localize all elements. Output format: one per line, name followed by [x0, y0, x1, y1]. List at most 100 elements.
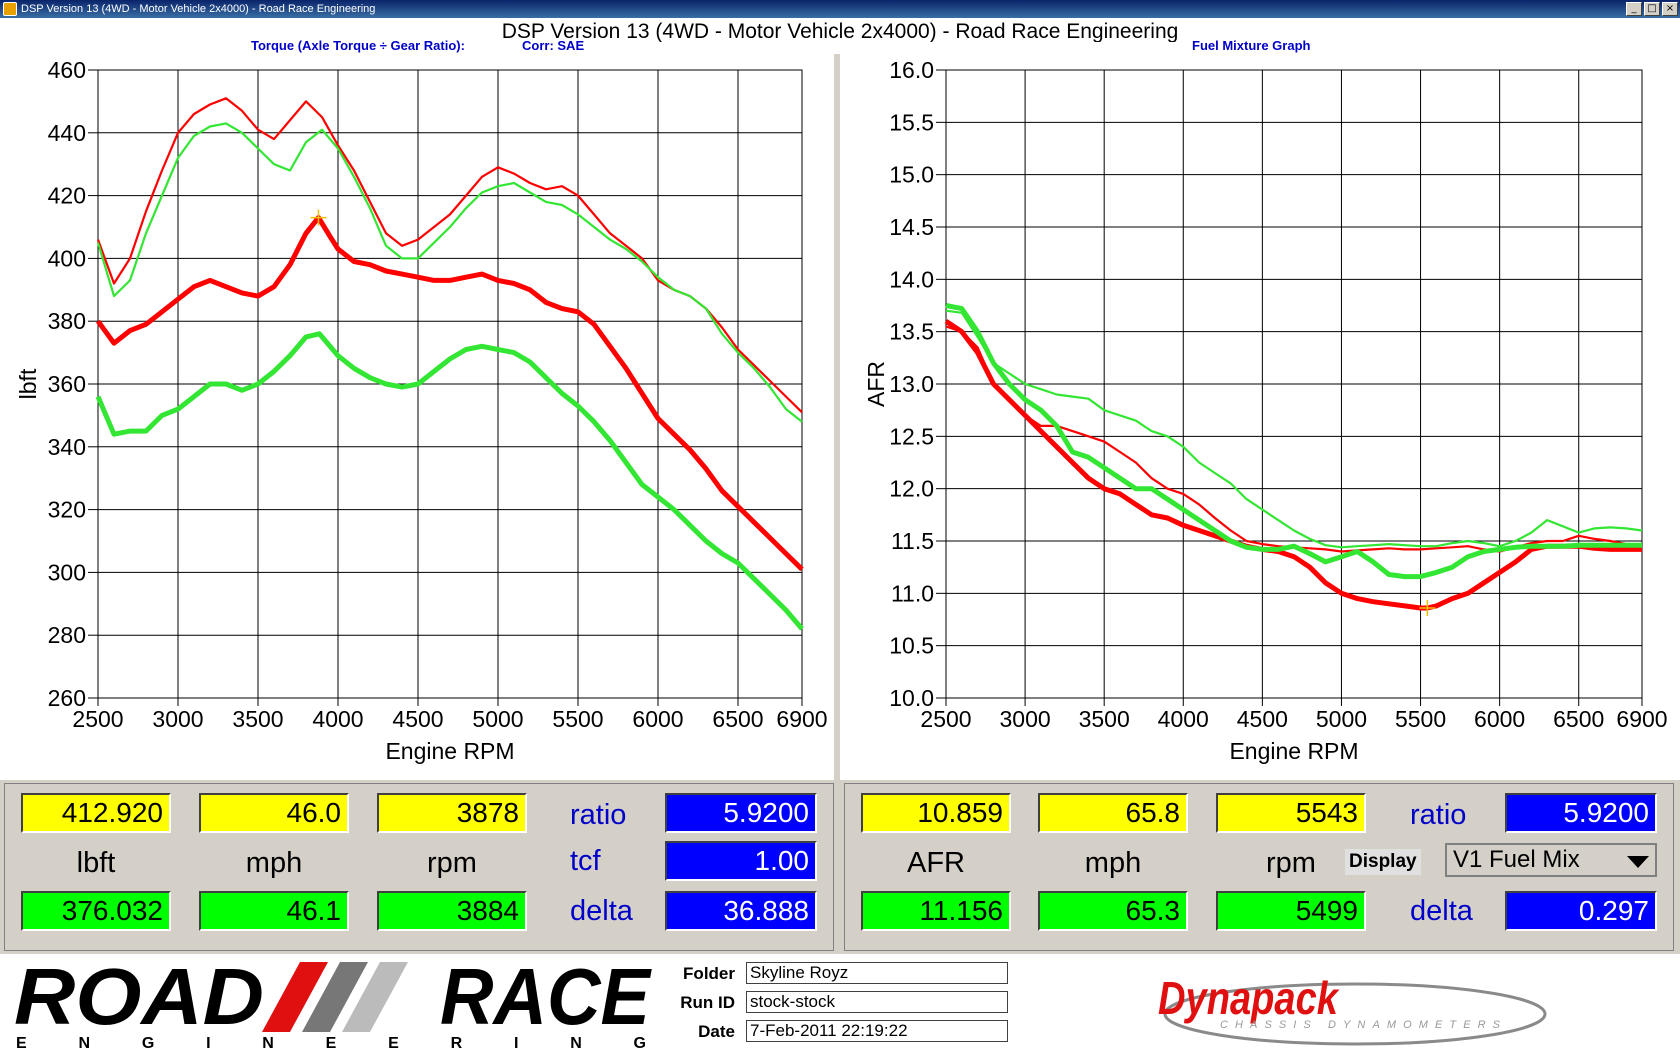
correction-label: Corr: SAE	[522, 38, 585, 53]
run2-mph-value: 46.1	[199, 891, 349, 931]
y-tick-label: 280	[48, 622, 86, 648]
logo-race-text: RACE	[440, 954, 652, 1041]
x-tick-label: 2500	[920, 706, 971, 732]
fuel-mixture-subtitle: Fuel Mixture Graph	[1192, 38, 1311, 53]
x-tick-label: 4000	[312, 706, 363, 732]
y-tick-label: 420	[48, 183, 86, 209]
x-tick-label: 5500	[552, 706, 603, 732]
folder-label: Folder	[683, 964, 735, 983]
x-tick-label: 5500	[1395, 706, 1446, 732]
graph-main-title: DSP Version 13 (4WD - Motor Vehicle 2x40…	[501, 20, 1179, 42]
x-tick-label: 4500	[1237, 706, 1288, 732]
ratio-value: 5.9200	[665, 793, 817, 833]
x-tick-label: 4500	[392, 706, 443, 732]
x-tick-label: 6500	[712, 706, 763, 732]
y-axis-label: lbft	[15, 368, 41, 399]
x-tick-label: 4000	[1158, 706, 1209, 732]
y-tick-label: 10.5	[889, 633, 934, 659]
y-tick-label: 11.5	[891, 528, 934, 554]
series-line-red-thick	[944, 319, 1642, 611]
y-tick-label: 15.0	[889, 162, 934, 188]
y-tick-label: 380	[48, 308, 86, 334]
y-tick-label: 260	[48, 685, 86, 711]
y-tick-label: 14.5	[889, 214, 934, 240]
afr-chart[interactable]: 10.0 10.5 11.0 11.5 12.0 12.5 13.0 13.5 14.0 14.5…	[840, 54, 1680, 780]
series-line-red-thin	[96, 97, 803, 414]
y-tick-label: 16.0	[889, 57, 934, 83]
ratio-label: ratio	[570, 799, 627, 831]
torque-graph-panel[interactable]: 260 280 300 320 340 360 380 400 420 440 460 2500 300…	[0, 54, 834, 780]
ratio-label: ratio	[1410, 799, 1467, 831]
series-line-green-thick	[945, 303, 1642, 580]
app-icon	[3, 2, 17, 16]
x-tick-label: 3500	[232, 706, 283, 732]
display-label: Display	[1345, 849, 1421, 875]
mph-unit-label: mph	[245, 847, 303, 879]
afr-readout-panel: 10.859 65.8 5543 ratio 5.9200 AFR mph rp…	[844, 783, 1674, 951]
x-tick-label: 5000	[1316, 706, 1367, 732]
x-tick-label: 6000	[1474, 706, 1525, 732]
display-select[interactable]: V1 Fuel Mix	[1445, 843, 1657, 877]
road-race-engineering-logo: ROAD RACE ENGINEERING	[14, 954, 652, 1050]
torque-chart[interactable]: 260 280 300 320 340 360 380 400 420 440 460 2500 300…	[0, 54, 834, 780]
torque-readout-panel: 412.920 46.0 3878 ratio 5.9200 lbft mph …	[4, 783, 834, 951]
footer: ROAD RACE ENGINEERING Folder Skyline Roy…	[0, 954, 1680, 1050]
mph-unit-label: mph	[1084, 847, 1142, 879]
y-tick-label: 15.5	[889, 109, 934, 135]
run1-afr-value: 10.859	[861, 793, 1011, 833]
run1-mph-value: 46.0	[199, 793, 349, 833]
run1-rpm-value: 5543	[1216, 793, 1366, 833]
torque-subtitle: Torque (Axle Torque ÷ Gear Ratio):	[251, 38, 465, 53]
y-axis-label: AFR	[863, 361, 889, 407]
run-id-label: Run ID	[680, 993, 735, 1012]
y-tick-label: 440	[48, 120, 86, 146]
tcf-label: tcf	[570, 845, 601, 877]
window-title: DSP Version 13 (4WD - Motor Vehicle 2x40…	[21, 3, 376, 15]
panel-divider[interactable]	[834, 54, 840, 780]
tcf-value: 1.00	[665, 841, 817, 881]
chevron-down-icon[interactable]	[1627, 856, 1649, 868]
window-title-bar[interactable]: DSP Version 13 (4WD - Motor Vehicle 2x40…	[0, 0, 1680, 18]
minimize-button[interactable]: _	[1626, 2, 1642, 16]
run2-mph-value: 65.3	[1038, 891, 1188, 931]
rpm-unit-label: rpm	[1266, 847, 1316, 879]
close-button[interactable]: ×	[1662, 2, 1678, 16]
x-tick-label: 6500	[1553, 706, 1604, 732]
run1-torque-value: 412.920	[21, 793, 171, 833]
y-tick-label: 400	[48, 245, 86, 271]
grid: 10.0 10.5 11.0 11.5 12.0 12.5 13.0 13.5 14.0 14.5…	[889, 57, 1667, 732]
rpm-unit-label: rpm	[427, 847, 477, 879]
folder-field: Skyline Royz	[746, 962, 1008, 984]
dynapack-red-text: Dynapack	[1158, 972, 1340, 1024]
y-tick-label: 13.0	[889, 371, 934, 397]
display-select-value: V1 Fuel Mix	[1453, 846, 1580, 873]
x-tick-label: 6900	[776, 706, 827, 732]
y-tick-label: 12.0	[889, 476, 934, 502]
y-tick-label: 13.5	[889, 319, 934, 345]
afr-graph-panel[interactable]: 10.0 10.5 11.0 11.5 12.0 12.5 13.0 13.5 14.0 14.5…	[840, 54, 1680, 780]
x-axis-label: Engine RPM	[1229, 738, 1358, 764]
y-tick-label: 360	[48, 371, 86, 397]
x-tick-label: 3000	[152, 706, 203, 732]
run2-torque-value: 376.032	[21, 891, 171, 931]
run-id-field: stock-stock	[746, 991, 1008, 1013]
afr-unit-label: AFR	[907, 847, 965, 879]
grid: 260 280 300 320 340 360 380 400 420 440 460 2500 300…	[48, 57, 828, 732]
run1-rpm-value: 3878	[377, 793, 527, 833]
x-tick-label: 3500	[1079, 706, 1130, 732]
x-tick-label: 6000	[632, 706, 683, 732]
maximize-button[interactable]: □	[1644, 2, 1660, 16]
logo-road-text: ROAD	[14, 954, 264, 1041]
y-tick-label: 340	[48, 434, 86, 460]
run2-rpm-value: 3884	[377, 891, 527, 931]
run2-afr-value: 11.156	[861, 891, 1011, 931]
graph-header: DSP Version 13 (4WD - Motor Vehicle 2x40…	[0, 18, 1680, 54]
y-tick-label: 14.0	[889, 266, 934, 292]
date-field: 7-Feb-2011 22:19:22	[746, 1020, 1008, 1042]
x-tick-label: 2500	[72, 706, 123, 732]
y-tick-label: 320	[48, 497, 86, 523]
x-axis-label: Engine RPM	[385, 738, 514, 764]
series-line-green-thin	[945, 309, 1643, 549]
plot-frame	[945, 69, 1643, 699]
